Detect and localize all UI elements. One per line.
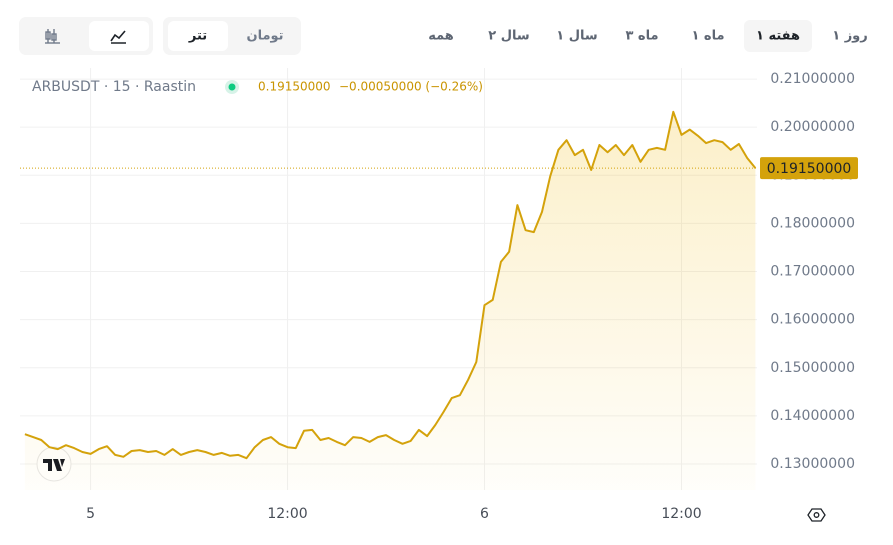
last-price-label: 0.19150000 <box>767 161 852 177</box>
period-tab[interactable]: ۱ هفته <box>756 29 800 44</box>
x-tick-label: 6 <box>480 506 489 522</box>
y-tick-label: 0.18000000 <box>770 215 855 231</box>
line-type-button[interactable] <box>89 21 149 51</box>
y-tick-label: 0.13000000 <box>770 456 855 472</box>
legend-price: 0.19150000 <box>258 80 331 94</box>
price-area <box>24 111 756 491</box>
status-dot <box>228 83 236 91</box>
candle-icon[interactable] <box>45 29 60 44</box>
period-tab[interactable]: همه <box>428 29 454 44</box>
x-tick-label: 12:00 <box>661 506 701 522</box>
period-tab[interactable]: ۱ سال <box>556 29 597 44</box>
x-tick-label: 5 <box>86 506 95 522</box>
currency-selected-bg <box>168 21 228 51</box>
price-line <box>24 110 757 460</box>
y-tick-label: 0.14000000 <box>770 408 855 424</box>
last-price-tag <box>760 157 858 180</box>
period-tab[interactable]: ۱ روز <box>832 29 868 44</box>
period-selected-bg <box>744 20 812 52</box>
y-tick-label: 0.21000000 <box>770 71 855 87</box>
period-tab[interactable]: ۱ ماه <box>691 29 724 44</box>
symbol-title: ARBUSDT · 15 · Raastin <box>32 79 196 95</box>
line-icon <box>110 30 126 44</box>
legend-change: −0.00050000 (−0.26%) <box>339 80 483 94</box>
y-tick-label: 0.16000000 <box>770 312 855 328</box>
y-tick-label: 0.15000000 <box>770 360 855 376</box>
x-tick-label: 12:00 <box>267 506 307 522</box>
settings-icon[interactable] <box>807 508 826 522</box>
y-tick-label: 0.20000000 <box>770 119 855 135</box>
y-tick-label: 0.17000000 <box>770 264 855 280</box>
currency-option[interactable]: تتر <box>188 29 207 44</box>
currency-option[interactable]: تومان <box>246 29 283 44</box>
period-tab[interactable]: ۲ سال <box>488 29 529 44</box>
period-tab[interactable]: ۳ ماه <box>625 29 658 44</box>
